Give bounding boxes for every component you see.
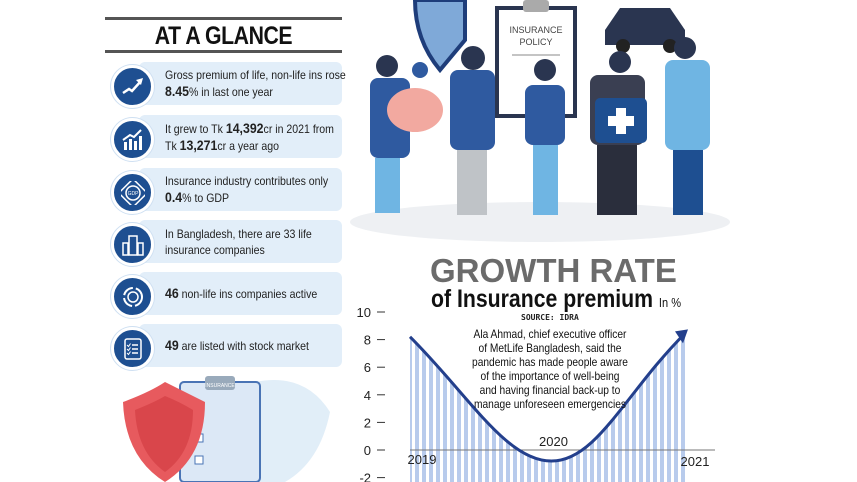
people-insurance-illustration: INSURANCE POLICY: [350, 0, 730, 242]
y-tick-label: -2: [359, 471, 371, 482]
y-tick-label: 0: [364, 443, 371, 458]
fact-row: In Bangladesh, there are 33 life insuranc…: [105, 220, 342, 266]
fact-row: 49 are listed with stock market: [105, 324, 342, 370]
chart-plot: 10 8 6 4 2 0 -2 2019 2020 2021: [357, 305, 715, 482]
fact-row: GDP Insurance industry contributes only 0…: [105, 168, 342, 214]
annotation-line: Ala Ahmad, chief executive officer: [473, 327, 627, 341]
y-tick-label: 10: [357, 305, 371, 320]
fact-row: 46 non-life ins companies active: [105, 272, 342, 318]
gdp-globe-icon: GDP: [111, 171, 154, 214]
chart-title: GROWTH RATE: [430, 252, 677, 289]
divider: [105, 50, 342, 53]
y-tick-label: 4: [364, 388, 371, 403]
divider: [105, 17, 342, 20]
annotation-line: and having financial back-up to: [479, 383, 621, 397]
fact-row: Gross premium of life, non-life ins rose…: [105, 62, 346, 108]
svg-text:INSURANCE: INSURANCE: [509, 25, 562, 35]
x-tick-label: 2021: [681, 454, 710, 469]
panel-title: AT A GLANCE: [154, 22, 293, 50]
chart-annotation: Ala Ahmad, chief executive officer of Met…: [469, 327, 631, 411]
y-tick-label: 8: [364, 333, 371, 348]
area-fill: [410, 333, 685, 482]
checklist-icon: [111, 327, 154, 370]
svg-text:POLICY: POLICY: [519, 37, 552, 47]
growth-arrow-icon: [111, 65, 154, 108]
annotation-line: manage unforeseen emergencies: [474, 397, 626, 411]
annotation-line: pandemic has made people aware: [472, 355, 628, 369]
chart-subtitle: of Insurance premium In %: [431, 285, 682, 313]
x-tick-label: 2020: [539, 434, 568, 449]
svg-text:INSURANCE: INSURANCE: [205, 383, 235, 389]
arrow-head: [675, 329, 688, 344]
chart-source: SOURCE: IDRA: [521, 313, 579, 322]
svg-text:GDP: GDP: [128, 191, 140, 197]
fact-row: It grew to Tk 14,392cr in 2021 from Tk 13…: [105, 115, 342, 161]
annotation-line: of MetLife Bangladesh, said the: [478, 341, 622, 355]
annotation-line: of the importance of well-being: [480, 369, 620, 383]
y-tick-label: 6: [364, 360, 371, 375]
at-a-glance-panel: AT A GLANCE Gross premium of life, non-l…: [105, 0, 346, 482]
x-tick-label: 2019: [408, 452, 437, 467]
y-tick-label: 2: [364, 415, 371, 430]
bar-chart-growth-icon: [111, 118, 154, 161]
cycle-icon: [111, 275, 154, 318]
growth-rate-chart: GROWTH RATE of Insurance premium In % SO…: [345, 250, 857, 482]
building-icon: [111, 223, 154, 266]
shield-clipboard-illustration: INSURANCE: [123, 376, 330, 482]
